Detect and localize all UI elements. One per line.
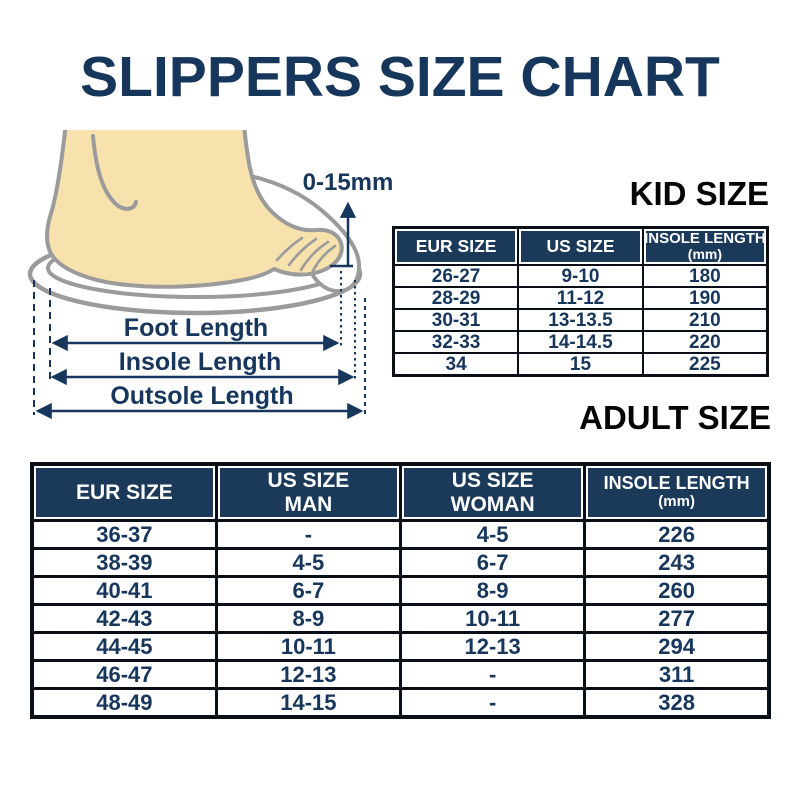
table-cell: 12-13 [214, 659, 403, 690]
header-label: EUR SIZE [75, 480, 173, 504]
table-cell: 180 [641, 264, 769, 288]
header-unit: (mm) [687, 246, 723, 263]
table-cell: 26-27 [392, 264, 520, 288]
table-cell: 260 [583, 575, 771, 606]
table-row: 48-49 14-15 - 328 [30, 687, 771, 719]
kid-header-us: US SIZE [517, 226, 644, 266]
foot-length-label: Foot Length [124, 314, 268, 342]
adult-header-us-woman: US SIZE WOMAN [398, 462, 587, 522]
table-cell: 40-41 [30, 575, 218, 606]
table-cell: 277 [583, 603, 771, 634]
adult-header-us-man: US SIZE MAN [214, 462, 403, 522]
table-cell: 8-9 [214, 603, 403, 634]
header-label: INSOLE LENGTH [644, 230, 766, 248]
table-cell: 226 [583, 519, 771, 550]
kid-header-row: EUR SIZE US SIZE INSOLE LENGTH (mm) [392, 226, 769, 266]
header-unit: (mm) [658, 493, 695, 511]
table-cell: 328 [583, 687, 771, 719]
table-cell: 11-12 [517, 286, 644, 310]
table-row: 36-37 - 4-5 226 [30, 519, 771, 550]
table-row: 40-41 6-7 8-9 260 [30, 575, 771, 606]
table-cell: 225 [641, 352, 769, 377]
table-row: 28-29 11-12 190 [392, 286, 769, 310]
table-row: 46-47 12-13 - 311 [30, 659, 771, 690]
table-cell: 44-45 [30, 631, 218, 662]
table-cell: 10-11 [214, 631, 403, 662]
table-cell: 30-31 [392, 308, 520, 332]
table-row: 38-39 4-5 6-7 243 [30, 547, 771, 578]
header-label: WOMAN [450, 492, 535, 516]
foot-measurement-diagram: 0-15mm Foot Length Insole Length Outsole… [27, 130, 394, 420]
table-row: 32-33 14-14.5 220 [392, 330, 769, 354]
kid-header-eur: EUR SIZE [392, 226, 520, 266]
ankle-crease-line [91, 134, 138, 211]
table-cell: 10-11 [398, 603, 587, 634]
table-cell: 36-37 [30, 519, 218, 550]
table-cell: 243 [583, 547, 771, 578]
table-cell: - [214, 519, 403, 550]
adult-header-eur: EUR SIZE [30, 462, 218, 522]
table-cell: 46-47 [30, 659, 218, 690]
table-cell: 294 [583, 631, 771, 662]
table-cell: 14-14.5 [517, 330, 644, 354]
adult-header-insole: INSOLE LENGTH (mm) [583, 462, 771, 522]
table-row: 44-45 10-11 12-13 294 [30, 631, 771, 662]
table-cell: 4-5 [214, 547, 403, 578]
table-cell: 220 [641, 330, 769, 354]
table-row: 30-31 13-13.5 210 [392, 308, 769, 332]
adult-size-heading: ADULT SIZE [579, 399, 771, 436]
guide-lines [33, 271, 366, 415]
kid-header-insole: INSOLE LENGTH (mm) [641, 226, 769, 266]
adult-header-row: EUR SIZE US SIZE MAN US SIZE WOMAN INSOL… [30, 462, 771, 522]
adult-size-table: EUR SIZE US SIZE MAN US SIZE WOMAN INSOL… [30, 462, 771, 719]
toe-lines [275, 236, 337, 275]
table-cell: 4-5 [398, 519, 587, 550]
table-cell: 34 [392, 352, 520, 377]
table-cell: 9-10 [517, 264, 644, 288]
table-row: 34 15 225 [392, 352, 769, 377]
table-cell: 13-13.5 [517, 308, 644, 332]
table-cell: 6-7 [214, 575, 403, 606]
table-cell: 210 [641, 308, 769, 332]
kid-size-table: EUR SIZE US SIZE INSOLE LENGTH (mm) 26-2… [392, 226, 769, 377]
table-cell: 15 [517, 352, 644, 377]
table-cell: 6-7 [398, 547, 587, 578]
table-cell: - [398, 659, 587, 690]
kid-size-heading: KID SIZE [629, 175, 769, 212]
table-cell: 14-15 [214, 687, 403, 719]
page-title: SLIPPERS SIZE CHART [80, 45, 720, 109]
table-cell: 8-9 [398, 575, 587, 606]
outsole-length-label: Outsole Length [110, 382, 293, 410]
table-row: 42-43 8-9 10-11 277 [30, 603, 771, 634]
header-label: US SIZE [546, 236, 615, 257]
table-cell: 311 [583, 659, 771, 690]
header-label: US SIZE [451, 469, 534, 493]
table-cell: - [398, 687, 587, 719]
table-cell: 190 [641, 286, 769, 310]
table-cell: 38-39 [30, 547, 218, 578]
table-cell: 28-29 [392, 286, 520, 310]
table-row: 26-27 9-10 180 [392, 264, 769, 288]
table-cell: 12-13 [398, 631, 587, 662]
toe-gap-label: 0-15mm [303, 169, 394, 196]
header-label: MAN [284, 492, 333, 516]
table-cell: 48-49 [30, 687, 218, 719]
header-label: US SIZE [267, 469, 350, 493]
header-label: EUR SIZE [415, 236, 497, 257]
table-cell: 32-33 [392, 330, 520, 354]
header-label: INSOLE LENGTH [603, 473, 750, 494]
foot [45, 130, 344, 289]
insole-length-label: Insole Length [119, 348, 282, 376]
table-cell: 42-43 [30, 603, 218, 634]
